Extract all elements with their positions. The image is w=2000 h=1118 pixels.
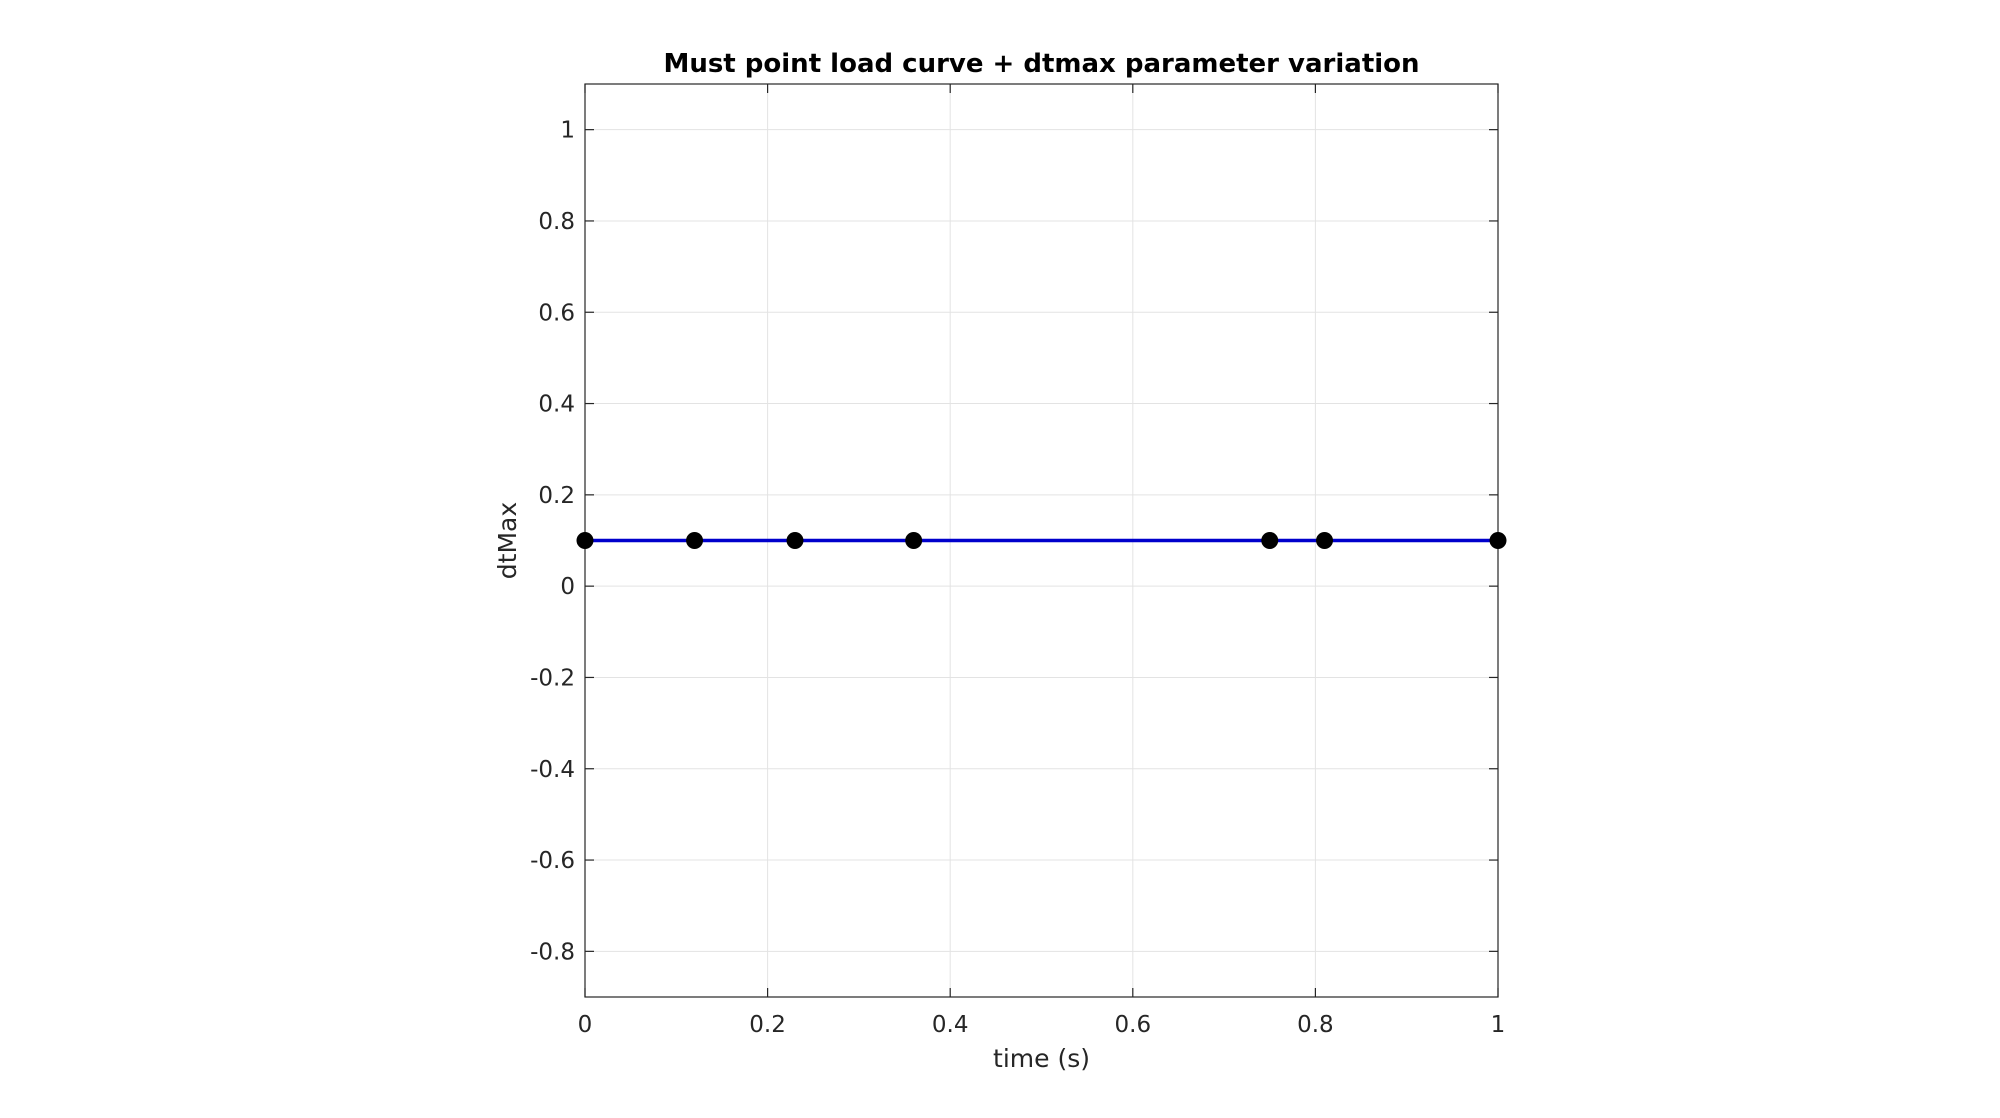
y-tick-label: -0.2: [530, 665, 575, 691]
data-point: [1489, 532, 1507, 549]
y-tick-label: 0: [560, 574, 575, 600]
data-point: [576, 532, 594, 549]
series-layer: [576, 532, 1507, 549]
data-point: [686, 532, 704, 549]
data-point: [1316, 532, 1334, 549]
x-axis-label: time (s): [993, 1044, 1090, 1073]
data-point: [905, 532, 923, 549]
y-tick-label: -0.8: [530, 939, 575, 965]
data-point: [1261, 532, 1279, 549]
y-tick-label: 1: [560, 118, 575, 144]
y-tick-label: -0.6: [530, 848, 575, 874]
x-tick-label: 0.6: [1115, 1012, 1152, 1038]
x-tick-label: 0.4: [932, 1012, 969, 1038]
x-tick-label: 1: [1491, 1012, 1506, 1038]
y-axis-label: dtMax: [493, 502, 522, 579]
x-tick-label: 0: [578, 1012, 593, 1038]
data-point: [786, 532, 804, 549]
y-tick-label: 0.6: [538, 300, 575, 326]
x-tick-label: 0.2: [749, 1012, 786, 1038]
y-tick-label: 0.4: [538, 392, 575, 418]
x-tick-label: 0.8: [1297, 1012, 1334, 1038]
chart-title: Must point load curve + dtmax parameter …: [663, 49, 1419, 79]
ticks-layer: 0 0.2 0.4 0.6 0.8 1 -0.8 -0.6 -0.4 -0.2 0 0.2 0.4 0.6…: [530, 84, 1505, 1038]
y-tick-label: 0.8: [538, 209, 575, 235]
y-tick-label: 0.2: [538, 483, 575, 509]
y-tick-label: -0.4: [530, 757, 575, 783]
